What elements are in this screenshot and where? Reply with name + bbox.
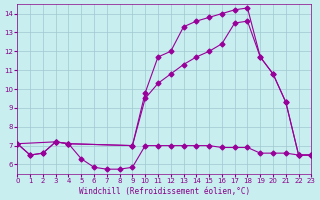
X-axis label: Windchill (Refroidissement éolien,°C): Windchill (Refroidissement éolien,°C) (79, 187, 250, 196)
